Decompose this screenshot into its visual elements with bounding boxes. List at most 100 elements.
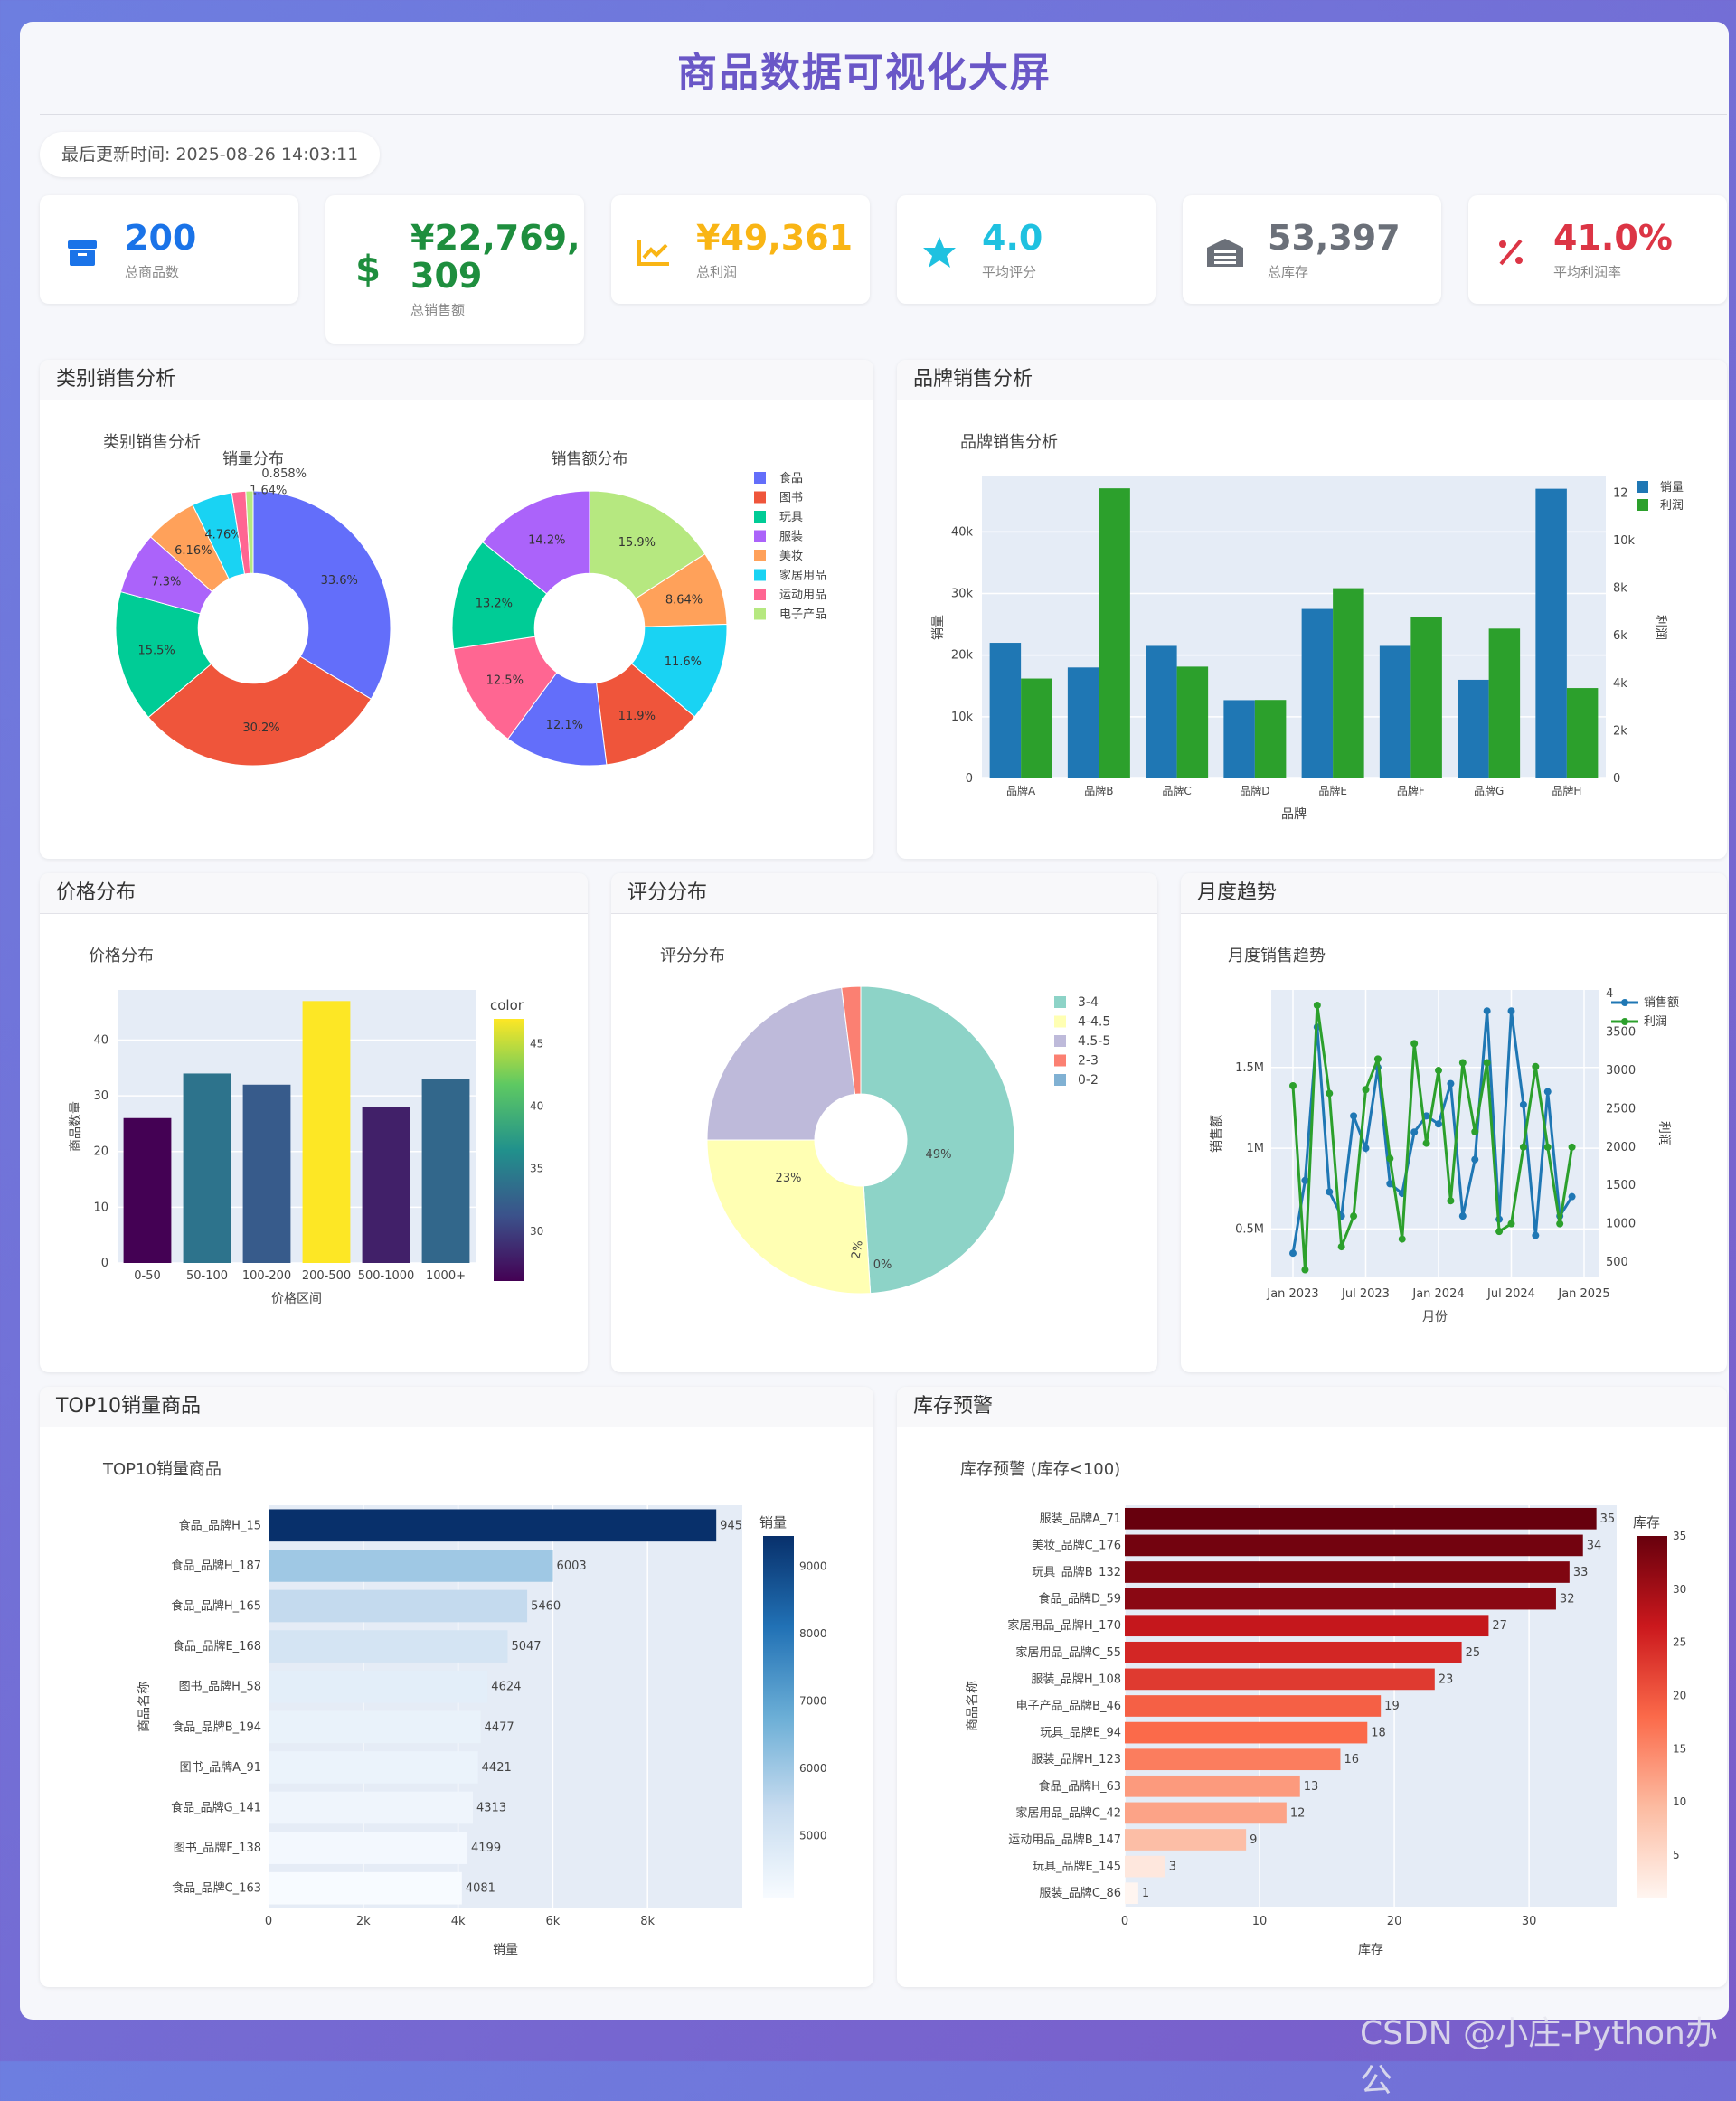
category-card: 类别销售分析 类别销售分析 销量分布 33.6% 30.2% 15.5% 7.3% 6.16… [40,360,873,859]
subplot-title: 销量分布 [222,450,284,468]
tick-label: 品牌B [1084,785,1113,797]
tick-label: 品牌E [1318,785,1347,797]
colorbar-title: color [490,997,524,1013]
bar [421,1079,470,1263]
tick-label: 8k [1613,582,1628,596]
data-label: 4624 [491,1681,521,1694]
legend-swatch [1637,499,1648,511]
tick-label: 30 [93,1089,108,1103]
bar [269,1509,717,1542]
colorbar-tick: 35 [530,1163,543,1175]
category-label: 食品_品牌C_163 [172,1881,261,1896]
data-point [1326,1188,1334,1196]
category-label: 服装_品牌H_108 [1031,1672,1121,1686]
tick-label: Jul 2024 [1486,1287,1535,1301]
data-label: 1.64% [250,485,287,498]
category-label: 服装_品牌C_86 [1039,1886,1121,1900]
bar [1125,1641,1462,1663]
stat-label: 总商品数 [125,264,180,280]
data-point [1458,1059,1467,1067]
data-point [1410,1128,1419,1136]
bar [1125,1534,1583,1557]
tick-label: 4k [1613,677,1628,691]
data-label: 11.6% [665,655,702,669]
bar [1535,488,1567,778]
percent-icon [1490,231,1532,273]
tick-label: 20k [951,649,974,663]
colorbar-tick: 9000 [799,1560,827,1573]
data-label: 16 [1344,1753,1359,1767]
legend-label: 3-4 [1078,995,1099,1010]
category-label: 图书_品牌F_138 [174,1841,261,1855]
data-label: 2% [849,1239,865,1260]
chart-title: 月度销售趋势 [1228,947,1326,966]
top10-bar-chart: TOP10销量商品 0 2k 4k 6k 8k 食品_品牌H_15 945 食品_品牌H_187… [102,1460,827,1957]
data-point [1568,1192,1576,1201]
legend-swatch [754,472,766,484]
series-line [1291,1004,1574,1270]
legend-label: 食品 [779,471,803,485]
data-point [1483,1059,1491,1067]
tick-label: Jan 2024 [1411,1287,1464,1301]
data-label: 15.5% [137,645,175,658]
data-point [1556,1220,1564,1228]
tick-label: 30k [951,588,974,601]
tick-label: 12 [1613,486,1628,500]
tick-label: 2500 [1606,1102,1636,1116]
data-label: 18 [1371,1727,1386,1740]
data-point [1435,1067,1442,1075]
data-label: 15.9% [618,536,656,550]
data-label: 12.1% [546,719,583,732]
tick-label: 10k [951,711,974,724]
stat-card-products: 200 总商品数 [40,195,298,304]
category-label: 图书_品牌H_58 [179,1680,261,1694]
data-point [1289,1082,1297,1089]
page-title: 商品数据可视化大屏 [677,50,1052,96]
monthly-line-chart: 月度销售趋势 Jan 2023 Jul 2023 Jan 2024 Jul 2024 Ja… [1210,947,1679,1324]
data-point [1350,1212,1358,1220]
data-point [1386,1154,1394,1163]
tick-label: 8k [640,1915,655,1928]
category-label: 家居用品_品牌H_170 [1007,1618,1121,1633]
tick-label: 0 [1613,772,1620,786]
legend-swatch [1054,1074,1066,1086]
data-label: 34 [1587,1539,1602,1552]
data-point [1301,1176,1309,1184]
data-point [1386,1180,1394,1188]
category-label: 食品_品牌H_63 [1039,1779,1121,1794]
data-point [1362,1145,1370,1153]
data-label: 11.9% [618,710,656,723]
category-label: 食品_品牌H_15 [179,1518,261,1532]
data-label: 9 [1250,1833,1257,1847]
title-divider [40,114,1727,115]
tick-label: 500 [1606,1256,1628,1269]
bar [269,1832,468,1864]
tick-label: Jan 2025 [1557,1287,1609,1301]
stat-card-profit: ¥49,361 总利润 [611,195,870,304]
data-label: 3 [1169,1861,1176,1874]
stat-label: 平均评分 [982,264,1037,280]
legend-label: 运动用品 [779,589,826,602]
axis-title: 商品名称 [137,1682,152,1732]
box-icon [61,231,103,273]
colorbar-tick: 35 [1673,1530,1686,1542]
data-point [1471,1155,1479,1164]
data-label: 12.5% [486,674,524,688]
legend-swatch [1054,1035,1066,1047]
colorbar-tick: 30 [530,1225,543,1238]
bar [269,1670,488,1703]
data-point [1373,1055,1382,1063]
chart-title: TOP10销量商品 [102,1460,222,1479]
stat-value: 4.0 [982,218,1043,258]
tick-label: 20 [1387,1915,1402,1928]
legend-label: 利润 [1660,499,1684,513]
axis-title: 商品名称 [966,1681,980,1731]
axis-title: 商品数量 [69,1101,83,1152]
legend-marker [1621,999,1628,1006]
pie-slice [706,1139,872,1295]
stat-label: 总利润 [696,264,738,280]
category-label: 玩具_品牌E_94 [1040,1726,1121,1740]
colorbar-tick: 15 [1673,1742,1686,1755]
axis-title: 销售额 [1210,1115,1224,1153]
tick-label: 500-1000 [358,1269,415,1283]
